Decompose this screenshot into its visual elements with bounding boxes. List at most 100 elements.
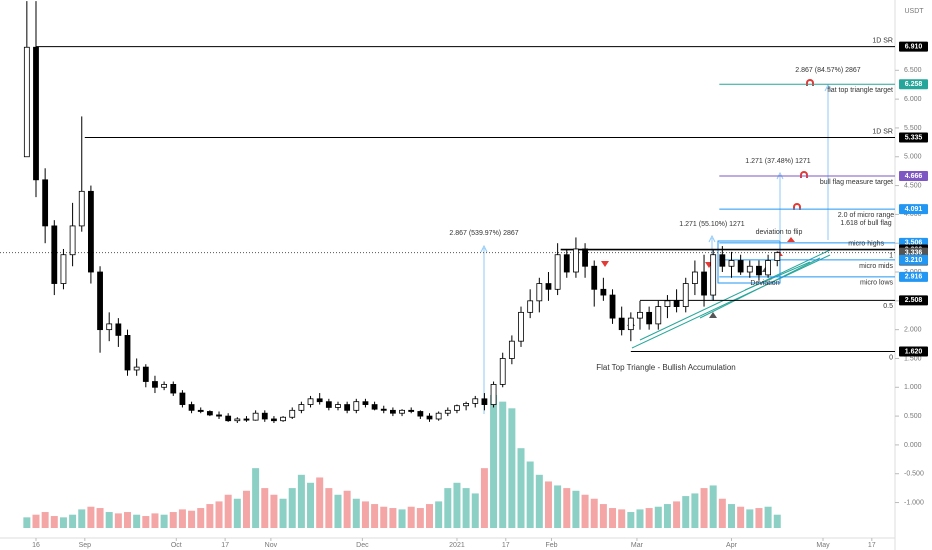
candle-body [728, 260, 735, 267]
candle-body [188, 404, 195, 411]
volume-bar [307, 482, 315, 528]
candle-body [316, 398, 323, 403]
volume-bar [544, 481, 552, 528]
volume-bar [480, 468, 488, 528]
level-note: 1D SR [872, 38, 893, 45]
volume-bar [462, 488, 470, 528]
price-label: 5.335 [905, 134, 923, 141]
candle-body [682, 283, 689, 307]
candle-body [472, 398, 479, 404]
y-tick-label: 4.000 [904, 211, 922, 218]
x-tick-label: Dec [356, 542, 369, 549]
annotation: Deviation [750, 280, 779, 287]
candle-body [261, 412, 268, 420]
volume-bar [581, 494, 589, 528]
volume-bar [169, 512, 177, 528]
y-tick-label: -1.000 [904, 499, 924, 506]
candle-body [591, 265, 598, 290]
volume-bar [490, 395, 498, 528]
volume-bar [96, 508, 104, 528]
candle-body [353, 401, 360, 411]
y-tick-label: -0.500 [904, 471, 924, 478]
y-tick-label: 2.000 [904, 326, 922, 333]
candle-body [637, 311, 643, 319]
volume-bar [23, 517, 31, 528]
candle-body [600, 288, 607, 296]
candle-body [142, 366, 149, 382]
candle-body [389, 409, 396, 414]
volume-bar [554, 485, 562, 528]
annotation: 2.867 (84.57%) 2867 [795, 67, 860, 74]
price-label: 3.210 [905, 257, 923, 264]
volume-bar [435, 501, 443, 528]
volume-bar [270, 494, 278, 528]
price-label-box [899, 295, 928, 306]
candle-body [69, 225, 76, 256]
candle-body [756, 265, 762, 276]
y-tick-label: 6.000 [904, 96, 922, 103]
annotation: 1.271 (37.48%) 1271 [745, 158, 810, 165]
volume-bar [32, 514, 40, 528]
volume-bar [764, 506, 772, 528]
volume-bar [87, 506, 95, 528]
x-tick-label: Mar [631, 542, 644, 549]
candle-body [627, 317, 634, 331]
x-tick-label: Sep [79, 542, 92, 549]
x-tick-label: 2021 [449, 542, 465, 549]
candle-body [508, 340, 515, 359]
volume-bar [517, 448, 525, 528]
candle-body [737, 260, 744, 273]
volume-bar [279, 498, 287, 528]
volume-bar [535, 474, 543, 528]
candle-body [307, 398, 314, 405]
volume-bar [727, 504, 735, 528]
y-tick-label: 5.500 [904, 125, 922, 132]
volume-bar [371, 504, 379, 528]
y-tick-label: 0.000 [904, 442, 922, 449]
y-tick-label: 6.500 [904, 67, 922, 74]
price-label-box [899, 254, 928, 265]
volume-bar [737, 506, 745, 528]
volume-bar [700, 488, 708, 528]
candle-body [399, 409, 405, 414]
candle-body [42, 179, 49, 227]
volume-bar [389, 508, 397, 528]
candle-body [444, 409, 451, 414]
volume-bar [599, 504, 607, 528]
candle-body [78, 190, 85, 227]
volume-bar [755, 508, 763, 528]
volume-bar [59, 517, 67, 528]
candle-body [362, 401, 369, 405]
volume-bar [188, 510, 196, 528]
volume-bar [197, 508, 205, 528]
volume-bar [297, 474, 305, 528]
volume-bar [252, 468, 260, 528]
volume-bar [508, 408, 516, 528]
candle-body [161, 383, 168, 388]
annotation: Flat Top Triangle - Bullish Accumulation [596, 363, 735, 372]
volume-bar [124, 512, 132, 528]
candle-body [225, 415, 232, 422]
x-tick-label: 17 [221, 542, 229, 549]
channel-lines [631, 249, 831, 349]
level-note: 2.0 of micro range [838, 212, 895, 219]
level-note: micro lows [860, 280, 894, 287]
price-label-box [899, 41, 928, 52]
volume-bar [398, 509, 406, 528]
volume-bar [636, 509, 644, 528]
candle-body [335, 404, 341, 408]
price-label-box [899, 346, 928, 357]
micro-box [717, 240, 781, 284]
price-label: 4.666 [905, 173, 923, 180]
volume-bar [654, 506, 662, 528]
volume-bar [609, 508, 617, 528]
level-note: bull flag measure target [820, 179, 893, 186]
candle-body [23, 46, 30, 158]
level-note: micro highs [848, 240, 884, 247]
x-tick-label: Oct [171, 542, 182, 549]
x-tick-label: Nov [265, 542, 278, 549]
candle-body [746, 265, 753, 273]
volume-bar [444, 488, 452, 528]
volume-bar [618, 509, 626, 528]
volume-bar [334, 494, 342, 528]
